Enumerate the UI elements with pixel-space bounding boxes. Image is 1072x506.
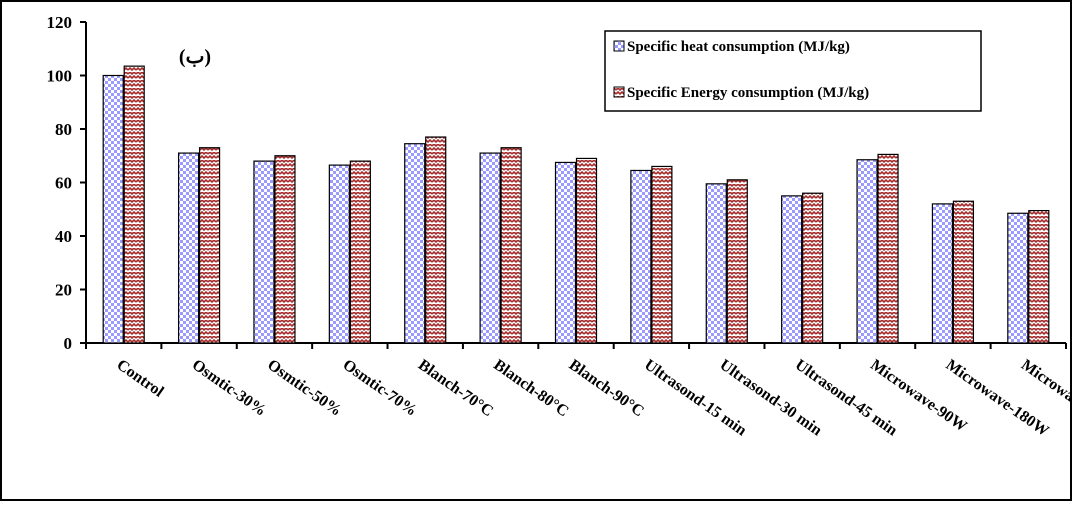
legend-label-heat: Specific heat consumption (MJ/kg) (627, 39, 850, 55)
y-tick-label: 80 (55, 120, 72, 139)
chart-annotation: (ب) (179, 46, 211, 68)
legend: Specific heat consumption (MJ/kg) Specif… (605, 31, 981, 111)
bar-energy (426, 137, 446, 343)
bar-energy (124, 66, 144, 343)
bar-energy (1029, 211, 1049, 343)
y-tick-label: 100 (47, 67, 73, 86)
bar-heat (556, 162, 576, 343)
bar-energy (652, 166, 672, 343)
bar-energy (275, 156, 295, 343)
bar-heat (480, 153, 500, 343)
bar-heat (631, 170, 651, 343)
bar-heat (932, 204, 952, 343)
bar-energy (727, 180, 747, 343)
bar-heat (1008, 213, 1028, 343)
y-tick-label: 40 (55, 227, 72, 246)
legend-label-energy: Specific Energy consumption (MJ/kg) (627, 85, 869, 101)
bar-heat (782, 196, 802, 343)
bar-heat (179, 153, 199, 343)
bar-heat (857, 160, 877, 343)
legend-swatch-energy (614, 87, 624, 97)
bar-energy (350, 161, 370, 343)
y-tick-label: 0 (64, 334, 73, 353)
y-tick-label: 120 (47, 13, 73, 32)
y-tick-label: 60 (55, 174, 72, 193)
bar-heat (405, 144, 425, 343)
bar-heat (329, 165, 349, 343)
bar-heat (706, 184, 726, 343)
y-tick-label: 20 (55, 281, 72, 300)
bar-energy (878, 154, 898, 343)
bar-energy (953, 201, 973, 343)
bar-energy (200, 148, 220, 343)
bar-energy (577, 158, 597, 343)
bar-heat (254, 161, 274, 343)
bar-heat (103, 76, 123, 344)
bar-energy (501, 148, 521, 343)
bar-energy (803, 193, 823, 343)
legend-swatch-heat (614, 41, 624, 51)
